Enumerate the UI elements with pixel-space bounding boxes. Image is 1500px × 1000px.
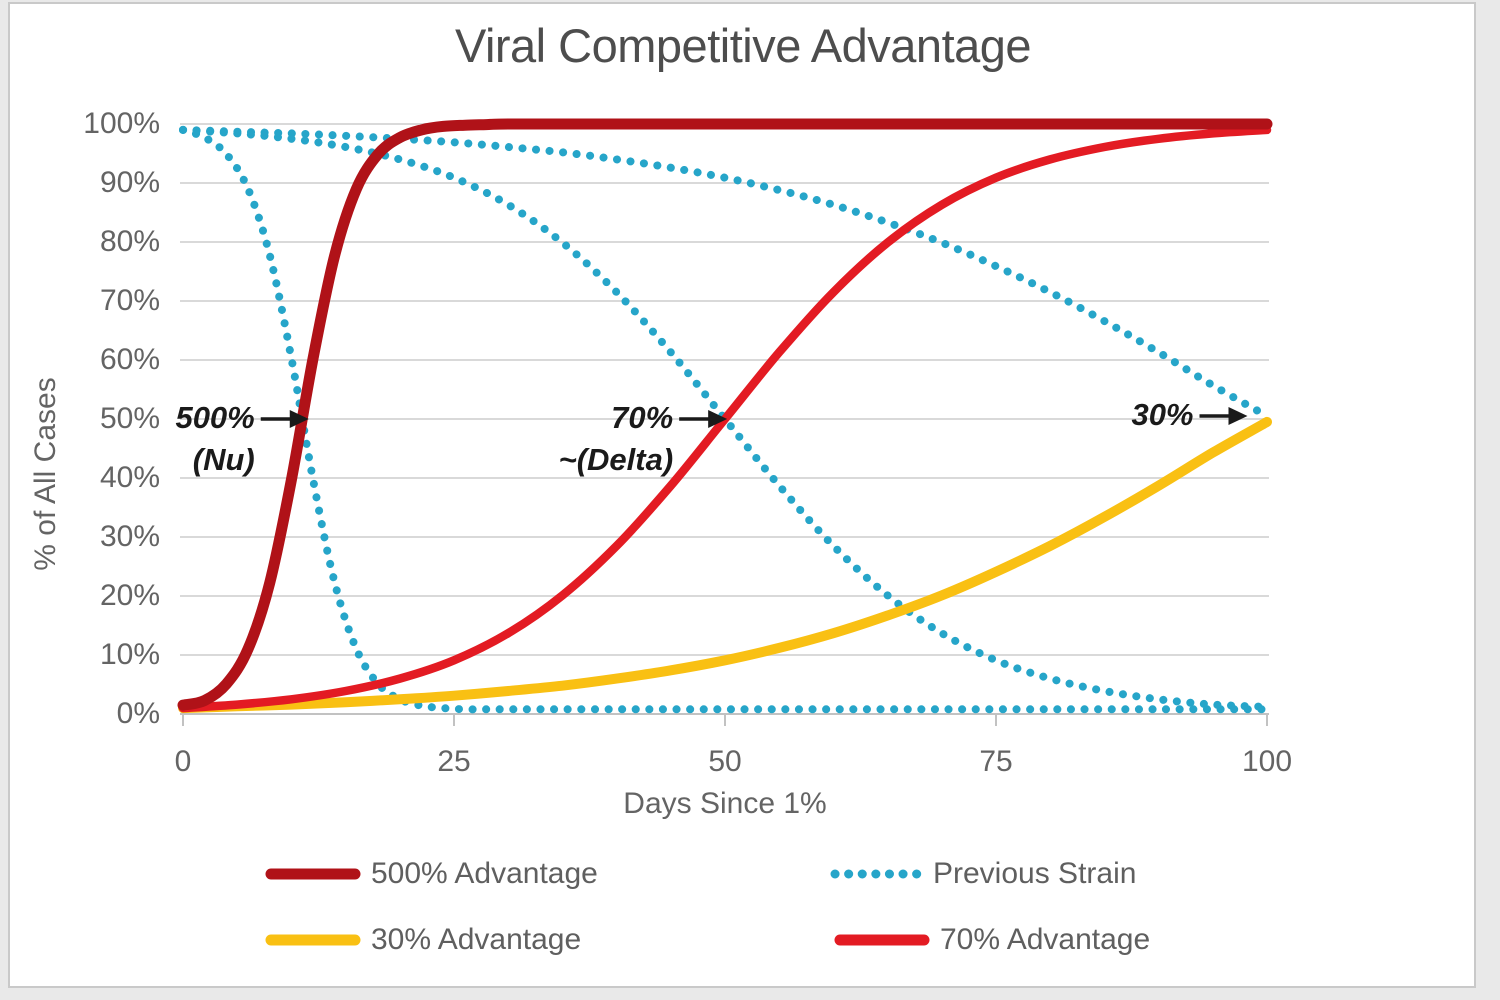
annotation-500: 500% (Nu)	[175, 397, 254, 481]
annotation-line: 30%	[1131, 397, 1194, 433]
y-tick-label-90: 90%	[99, 166, 160, 199]
y-tick-label-50: 50%	[99, 402, 160, 435]
series-previous-strain-vs-30-advantage	[179, 125, 1271, 421]
x-tick-label-50: 50	[708, 745, 742, 778]
annotation-arrowhead-70	[708, 410, 728, 428]
x-tick-label-100: 100	[1241, 745, 1293, 778]
annotation-30: 30%	[1131, 394, 1193, 436]
legend-label: 500% Advantage	[371, 857, 598, 890]
annotation-arrowhead-500	[289, 410, 309, 428]
legend-swatch-solid	[265, 934, 361, 946]
y-tick-label-10: 10%	[99, 638, 160, 671]
legend-item-500-advantage: 500% Advantage	[265, 856, 598, 892]
y-tick-label-30: 30%	[99, 520, 160, 553]
y-tick-label-40: 40%	[99, 461, 160, 494]
legend-label: Previous Strain	[933, 857, 1137, 890]
annotation-line: ~(Delta)	[558, 442, 674, 477]
y-tick-label-80: 80%	[99, 225, 160, 258]
legend-item-30-advantage: 30% Advantage	[265, 922, 581, 958]
x-axis-title: Days Since 1%	[623, 787, 827, 820]
legend-swatch-dotted	[830, 869, 922, 879]
annotation-arrowhead-30	[1228, 407, 1248, 426]
legend-item-70-advantage: 70% Advantage	[834, 922, 1150, 958]
chart-frame	[8, 2, 1476, 988]
x-tick-label-25: 25	[437, 745, 471, 778]
series-500-advantage	[177, 118, 1273, 711]
annotation-70: 70% ~(Delta)	[559, 397, 674, 481]
legend-label: 30% Advantage	[371, 923, 582, 956]
legend-label: 70% Advantage	[940, 923, 1151, 956]
x-tick-label-75: 75	[979, 745, 1013, 778]
y-tick-label-60: 60%	[99, 343, 160, 376]
legend-item-previous-strain: Previous Strain	[827, 856, 1136, 892]
series-30-advantage	[178, 416, 1272, 714]
y-tick-label-100: 100%	[83, 107, 160, 140]
x-tick-label-0: 0	[174, 745, 192, 778]
legend-swatch-solid	[834, 934, 930, 946]
y-tick-label-20: 20%	[99, 579, 160, 612]
annotation-line: (Nu)	[192, 442, 255, 477]
y-tick-label-70: 70%	[99, 284, 160, 317]
series-previous-strain-vs-500-advantage	[179, 125, 1271, 714]
chart-title: Viral Competitive Advantage	[454, 19, 1032, 72]
annotation-line: 70%	[611, 400, 674, 435]
legend-swatch-solid	[265, 868, 361, 880]
annotation-line: 500%	[175, 400, 255, 435]
y-tick-label-0: 0%	[116, 697, 160, 730]
